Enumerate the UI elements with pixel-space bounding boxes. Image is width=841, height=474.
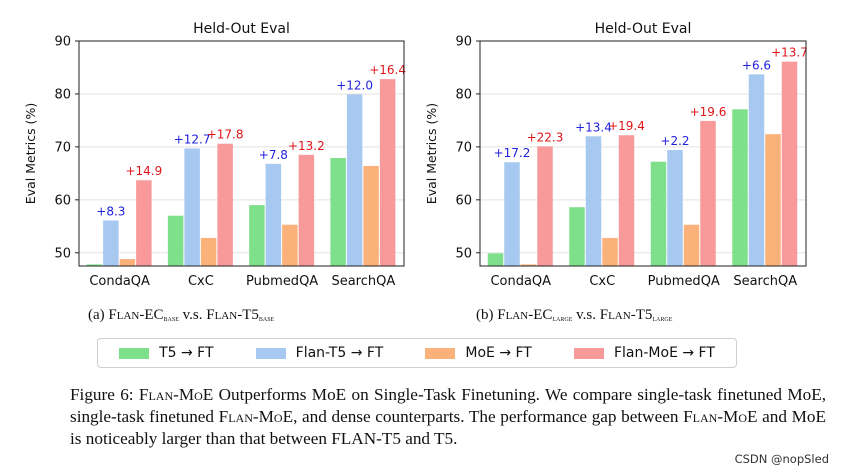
chart-2-delta-label: +19.4 — [608, 119, 645, 133]
chart-1-bar-condaqa-s2 — [119, 259, 136, 266]
chart-1-delta-label: +14.9 — [125, 164, 162, 178]
chart-1-bar-condaqa-s3 — [136, 180, 152, 266]
legend-item-flan-moe: Flan-MoE → FT — [573, 345, 715, 361]
legend-swatch-moe — [425, 347, 456, 359]
legend-label-flan-t5: Flan-T5 → FT — [295, 345, 384, 361]
chart-1-bar-searchqa-s3 — [379, 79, 396, 266]
chart-2-bar-condaqa-s1 — [504, 162, 520, 266]
legend-item-flan-t5: Flan-T5 → FT — [255, 345, 384, 361]
chart-1-title: Held-Out Eval — [193, 21, 290, 37]
chart-2-bar-condaqa-s2 — [520, 264, 537, 266]
legend: T5 → FT Flan-T5 → FT MoE → FT Flan-MoE →… — [97, 338, 737, 368]
chart-1-frame — [78, 40, 405, 267]
chart-1-ytick-label: 70 — [54, 140, 71, 155]
chart-1-delta-label: +8.3 — [96, 204, 125, 218]
chart-1-bar-cxc-s2 — [200, 237, 217, 266]
chart-1-ytick-label: 50 — [54, 246, 71, 261]
chart-2-delta-label: +19.6 — [690, 105, 727, 119]
chart-1-bar-cxc-s1 — [184, 148, 200, 266]
chart-2-bar-cxc-s0 — [569, 207, 585, 266]
chart-2-xtick-label: SearchQA — [733, 274, 797, 289]
chart-2-xtick-label: PubmedQA — [648, 274, 720, 289]
legend-swatch-flan-moe — [573, 347, 604, 359]
legend-item-t5: T5 → FT — [119, 345, 214, 361]
chart-2-bar-searchqa-s0 — [732, 109, 748, 266]
chart-2-bar-pubmedqa-s3 — [700, 120, 716, 266]
chart-1-delta-label: +12.0 — [336, 78, 373, 92]
chart-1-xtick-label: CondaQA — [89, 274, 150, 289]
chart-2-ytick-label: 90 — [455, 35, 472, 50]
chart-1-bar-searchqa-s0 — [330, 158, 346, 266]
chart-1-ytick-label: 60 — [54, 193, 71, 208]
figure-caption: Figure 6: Flan-MoE Outperforms MoE on Si… — [70, 385, 826, 448]
watermark: CSDN @nopSled — [734, 452, 829, 466]
chart-1-bar-condaqa-s0 — [86, 264, 103, 266]
chart-1-bar-cxc-s0 — [167, 215, 184, 266]
legend-item-moe: MoE → FT — [425, 345, 532, 361]
chart-2-xtick-label: CondaQA — [490, 274, 551, 289]
subcaption-a: (a) Flan-ECbase v.s. Flan-T5base — [88, 307, 275, 323]
chart-2-frame — [479, 40, 807, 267]
chart-2-bar-cxc-s1 — [585, 136, 602, 266]
chart-2-bar-searchqa-s1 — [748, 74, 765, 267]
chart-2-delta-label: +22.3 — [527, 130, 564, 144]
legend-label-t5: T5 → FT — [159, 345, 214, 361]
chart-1-delta-label: +7.8 — [259, 148, 288, 162]
legend-label-moe: MoE → FT — [465, 345, 532, 361]
chart-1-delta-label: +17.8 — [207, 128, 244, 142]
chart-1-bar-condaqa-s1 — [103, 220, 119, 266]
chart-2-xtick-label: CxC — [589, 274, 615, 289]
chart-2-bar-pubmedqa-s0 — [650, 161, 667, 266]
chart-1-xtick-label: CxC — [188, 274, 214, 289]
chart-2-ytick-label: 80 — [455, 87, 472, 102]
chart-1-ytick-label: 90 — [54, 35, 71, 50]
chart-1-delta-label: +16.4 — [369, 63, 406, 77]
chart-2-delta-label: +6.6 — [742, 58, 771, 72]
chart-2-ytick-label: 70 — [455, 140, 472, 155]
chart-2-bar-cxc-s2 — [602, 237, 618, 266]
chart-2-ytick-label: 50 — [455, 246, 472, 261]
chart-2-title: Held-Out Eval — [595, 21, 692, 37]
chart-2-bar-cxc-s3 — [618, 135, 635, 266]
legend-swatch-t5 — [119, 347, 150, 359]
chart-2-bar-pubmedqa-s2 — [683, 224, 700, 266]
chart-1-ytick-label: 80 — [54, 87, 71, 102]
chart-1-bar-cxc-s3 — [217, 143, 233, 266]
chart-2-ylabel: Eval Metrics (%) — [424, 103, 439, 204]
legend-swatch-flan-t5 — [255, 347, 286, 359]
chart-1-bar-pubmedqa-s2 — [282, 224, 298, 266]
chart-1-bar-pubmedqa-s3 — [298, 154, 315, 266]
legend-label-flan-moe: Flan-MoE → FT — [613, 345, 715, 361]
chart-1-bar-pubmedqa-s0 — [249, 205, 265, 266]
chart-2-ytick-label: 60 — [455, 193, 472, 208]
chart-1-xtick-label: PubmedQA — [246, 274, 318, 289]
subcaption-b: (b) Flan-EClarge v.s. Flan-T5large — [476, 307, 673, 323]
chart-2-bar-pubmedqa-s1 — [667, 150, 683, 266]
chart-2-delta-label: +13.4 — [575, 120, 612, 134]
chart-1-bar-searchqa-s1 — [346, 94, 363, 267]
chart-2-bar-searchqa-s2 — [765, 134, 781, 266]
chart-2-bar-searchqa-s3 — [781, 61, 798, 266]
charts-canvas: +8.3 +12.7 +7.8 +12.0 +14.9 +17.8 +13.2 +16.4 50… — [23, 21, 808, 289]
chart-1-delta-label: +12.7 — [174, 132, 211, 146]
chart-1-bar-searchqa-s2 — [363, 165, 379, 266]
chart-1-delta-label: +13.2 — [288, 139, 325, 153]
chart-2-delta-label: +2.2 — [660, 134, 689, 148]
chart-2-delta-label: +13.7 — [771, 46, 808, 60]
chart-1-bar-pubmedqa-s1 — [265, 163, 282, 266]
chart-1-xtick-label: SearchQA — [331, 274, 395, 289]
chart-2-delta-label: +17.2 — [494, 146, 531, 160]
chart-2-bar-condaqa-s0 — [487, 253, 504, 266]
chart-1-ylabel: Eval Metrics (%) — [23, 103, 38, 204]
chart-2-bar-condaqa-s3 — [537, 146, 553, 266]
